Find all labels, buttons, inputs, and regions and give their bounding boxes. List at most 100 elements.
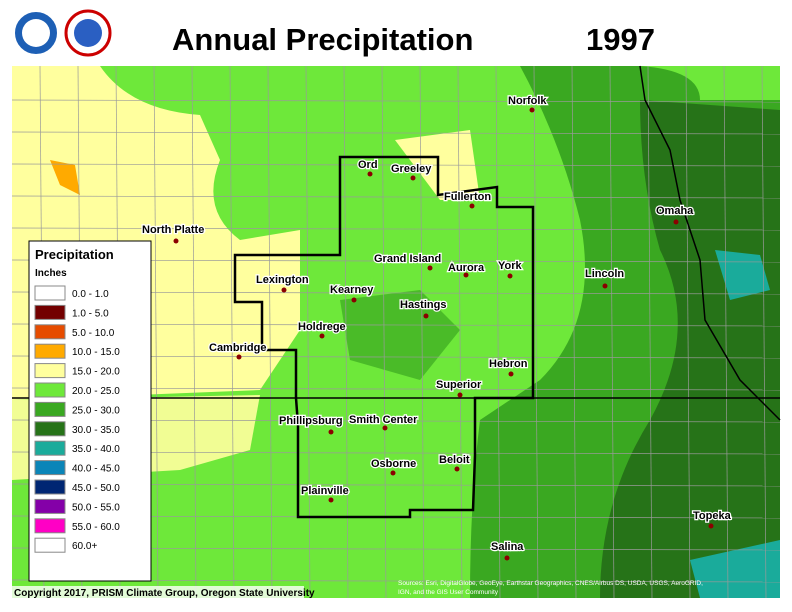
cwa-boundary — [233, 155, 535, 519]
legend-units: Inches — [35, 268, 67, 279]
legend-label: 5.0 - 10.0 — [72, 328, 115, 339]
legend-label: 45.0 - 50.0 — [72, 483, 120, 494]
city-label: York — [498, 260, 523, 272]
legend-swatch — [34, 479, 66, 495]
legend-swatch — [34, 363, 66, 379]
city-dot — [463, 272, 469, 278]
city-dot — [507, 273, 513, 279]
city-label: Kearney — [330, 284, 374, 296]
legend-label: 20.0 - 25.0 — [72, 386, 120, 397]
city-label: Hastings — [400, 299, 446, 311]
city-dot — [529, 107, 535, 113]
county-line — [11, 163, 781, 167]
county-line — [343, 65, 349, 599]
legend-label: 30.0 - 35.0 — [72, 425, 120, 436]
legend-swatch — [34, 401, 66, 417]
city-label: Lexington — [256, 274, 309, 286]
county-line — [761, 65, 767, 599]
legend-swatch — [34, 304, 66, 320]
legend-swatch — [34, 440, 66, 456]
legend-swatch — [34, 498, 66, 514]
county-line — [191, 65, 197, 599]
city-dot — [173, 238, 179, 244]
city-label: Salina — [491, 541, 524, 553]
city-dot — [319, 333, 325, 339]
city-label: Smith Center — [349, 414, 418, 426]
title: Annual Precipitation — [172, 22, 473, 57]
city-label: Superior — [436, 379, 482, 391]
city-dot — [602, 283, 608, 289]
legend-swatch — [34, 460, 66, 476]
legend-label: 55.0 - 60.0 — [72, 522, 120, 533]
city-label: Holdrege — [298, 321, 346, 333]
county-line — [11, 227, 781, 231]
city-dot — [390, 470, 396, 476]
county-line — [153, 65, 159, 599]
city-dot — [281, 287, 287, 293]
legend-label: 1.0 - 5.0 — [72, 308, 109, 319]
copyright-bg — [12, 586, 304, 598]
legend-swatch — [34, 343, 66, 359]
county-line — [11, 195, 781, 199]
county-line — [381, 65, 387, 599]
legend-label: 50.0 - 55.0 — [72, 502, 120, 513]
county-line — [723, 65, 729, 599]
legend-label: 0.0 - 1.0 — [72, 289, 109, 300]
legend-title: Precipitation — [35, 247, 114, 262]
sources: Sources: Esri, DigitalGlobe, GeoEye, Ear… — [398, 580, 703, 587]
legend-label: 25.0 - 30.0 — [72, 405, 120, 416]
city-dot — [382, 425, 388, 431]
state-line — [639, 65, 781, 421]
legend-label: 60.0+ — [72, 541, 97, 552]
county-line — [647, 65, 653, 599]
city-label: Norfolk — [508, 95, 547, 107]
legend-swatch — [34, 421, 66, 437]
legend-label: 35.0 - 40.0 — [72, 444, 120, 455]
county-line — [495, 65, 501, 599]
city-dot — [236, 354, 242, 360]
county-line — [609, 65, 615, 599]
county-line — [305, 65, 311, 599]
year: 1997 — [586, 22, 655, 57]
county-line — [533, 65, 539, 599]
city-label: North Platte — [142, 224, 204, 236]
city-dot — [457, 392, 463, 398]
city-label: Grand Island — [374, 253, 441, 265]
city-dot — [328, 497, 334, 503]
copyright: Copyright 2017, PRISM Climate Group, Ore… — [14, 588, 315, 599]
sources: IGN, and the GIS User Community — [398, 589, 499, 596]
city-dot — [508, 371, 514, 377]
city-dot — [673, 219, 679, 225]
legend-label: 40.0 - 45.0 — [72, 464, 120, 475]
legend-swatch — [34, 518, 66, 534]
city-dot — [328, 429, 334, 435]
city-label: Osborne — [371, 458, 416, 470]
county-line — [229, 65, 235, 599]
city-dot — [427, 265, 433, 271]
city-label: Greeley — [391, 163, 432, 175]
legend-swatch — [34, 324, 66, 340]
city-dot — [423, 313, 429, 319]
city-dot — [454, 466, 460, 472]
city-dot — [351, 297, 357, 303]
city-dot — [367, 171, 373, 177]
legend-label: 10.0 - 15.0 — [72, 347, 120, 358]
city-label: Cambridge — [209, 342, 266, 354]
city-label: Phillipsburg — [279, 415, 343, 427]
legend-swatch — [34, 537, 66, 553]
county-line — [685, 65, 691, 599]
legend-swatch — [34, 285, 66, 301]
cities: Ord Greeley Norfolk Fullerton North Platte Om… — [141, 94, 733, 561]
city-label: Fullerton — [444, 191, 491, 203]
city-label: Aurora — [448, 262, 485, 274]
legend-swatch — [34, 382, 66, 398]
city-label: Beloit — [439, 454, 470, 466]
city-label: Omaha — [656, 205, 694, 217]
city-label: Plainville — [301, 485, 349, 497]
city-dot — [410, 175, 416, 181]
city-label: Ord — [358, 159, 378, 171]
city-label: Hebron — [489, 358, 528, 370]
county-line — [11, 131, 781, 135]
